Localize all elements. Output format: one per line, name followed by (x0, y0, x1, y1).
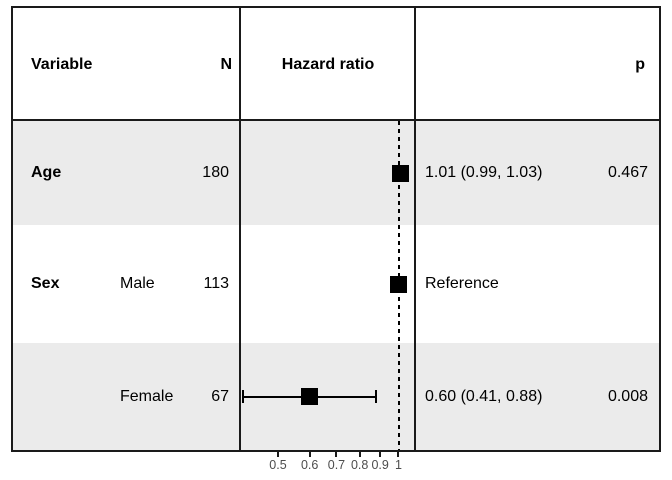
axis-tick-label: 0.8 (350, 458, 369, 472)
axis-tick (358, 452, 361, 457)
header-hazard-ratio: Hazard ratio (281, 56, 375, 73)
forest-marker (389, 275, 407, 293)
axis-tick (379, 452, 382, 457)
n-cell: 113 (203, 275, 229, 292)
n-cell: 67 (211, 387, 229, 405)
p-cell: 0.008 (607, 387, 648, 405)
axis-tick (397, 452, 400, 457)
axis-tick-label: 1 (394, 458, 402, 472)
variable-cell: Sex (31, 275, 60, 292)
p-cell: 0.467 (607, 164, 648, 181)
axis-tick (335, 452, 338, 457)
table-frame (11, 6, 661, 452)
estimate-cell: 1.01 (0.99, 1.03) (425, 164, 543, 181)
n-cell: 180 (202, 164, 229, 181)
axis-tick (276, 452, 279, 457)
axis-tick (308, 452, 311, 457)
estimate-cell: Reference (425, 275, 499, 292)
axis-tick-label: 0.6 (300, 458, 319, 472)
ci-cap-left (242, 390, 245, 403)
column-divider-right (414, 6, 416, 452)
estimate-cell: 0.60 (0.41, 0.88) (425, 387, 543, 405)
header-variable: Variable (31, 56, 93, 73)
header-n: N (220, 56, 232, 73)
axis-tick-label: 0.5 (269, 458, 287, 472)
column-divider-left (239, 6, 241, 452)
ci-cap-right (375, 390, 378, 403)
level-cell: Female (120, 387, 174, 405)
header-separator (11, 119, 661, 121)
forest-marker (391, 164, 409, 182)
variable-cell: Age (31, 164, 62, 181)
axis-tick-label: 0.7 (327, 458, 346, 472)
level-cell: Male (120, 275, 155, 292)
header-p: p (635, 56, 645, 73)
forest-marker (301, 388, 319, 405)
row-stripe (13, 121, 659, 225)
axis-tick-label: 0.9 (371, 458, 389, 472)
